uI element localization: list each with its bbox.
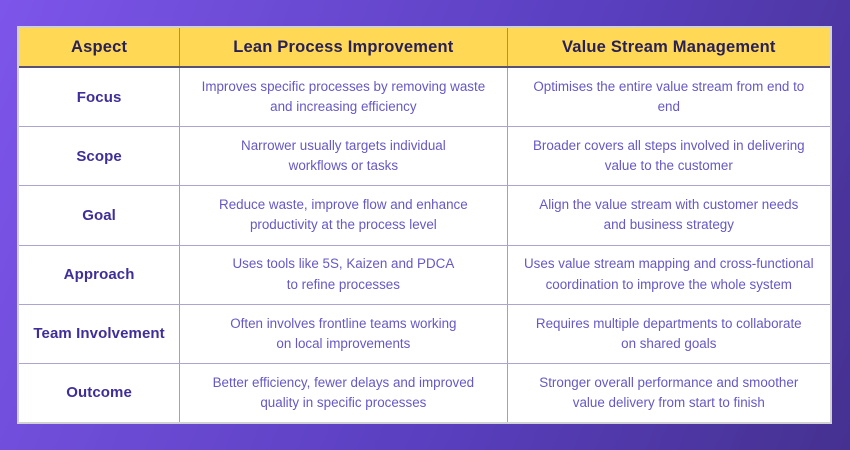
- vsm-cell: Optimises the entire value stream from e…: [506, 68, 830, 127]
- vsm-cell: Broader covers all steps involved in del…: [506, 127, 830, 186]
- vsm-cell: Align the value stream with customer nee…: [506, 186, 830, 245]
- header-cell-aspect: Aspect: [70, 37, 128, 56]
- aspect-cell: Scope: [76, 147, 122, 165]
- table-header-row: Aspect Lean Process Improvement Value St…: [19, 28, 830, 68]
- lean-cell: Improves specific processes by removing …: [179, 68, 506, 127]
- vsm-cell: Requires multiple departments to collabo…: [506, 304, 830, 363]
- aspect-cell: Focus: [76, 88, 122, 106]
- table-row-scope: Scope Narrower usually targets individua…: [19, 126, 830, 186]
- table-row-goal: Goal Reduce waste, improve flow and enha…: [19, 185, 830, 245]
- aspect-cell: Approach: [63, 266, 135, 284]
- vsm-cell: Uses value stream mapping and cross-func…: [506, 245, 830, 304]
- header-cell-value-stream-management: Value Stream Management: [506, 28, 830, 66]
- header-cell-lean-process-improvement: Lean Process Improvement: [179, 28, 506, 66]
- table-row-outcome: Outcome Better efficiency, fewer delays …: [19, 362, 830, 423]
- aspect-cell: Outcome: [66, 384, 132, 402]
- table-row-team-involvement: Team Involvement Often involves frontlin…: [19, 303, 830, 363]
- vsm-cell: Stronger overall performance and smoothe…: [506, 363, 830, 423]
- aspect-cell: Team Involvement: [33, 325, 165, 343]
- table-row-approach: Approach Uses tools like 5S, Kaizen and …: [19, 244, 830, 304]
- comparison-table: Aspect Lean Process Improvement Value St…: [17, 26, 832, 424]
- lean-cell: Often involves frontline teams working o…: [179, 304, 506, 363]
- table-row-focus: Focus Improves specific processes by rem…: [19, 68, 830, 127]
- lean-cell: Reduce waste, improve flow and enhance p…: [179, 186, 506, 245]
- lean-cell: Narrower usually targets individual work…: [179, 127, 506, 186]
- lean-cell: Uses tools like 5S, Kaizen and PDCA to r…: [179, 245, 506, 304]
- lean-cell: Better efficiency, fewer delays and impr…: [179, 363, 506, 423]
- aspect-cell: Goal: [82, 206, 116, 224]
